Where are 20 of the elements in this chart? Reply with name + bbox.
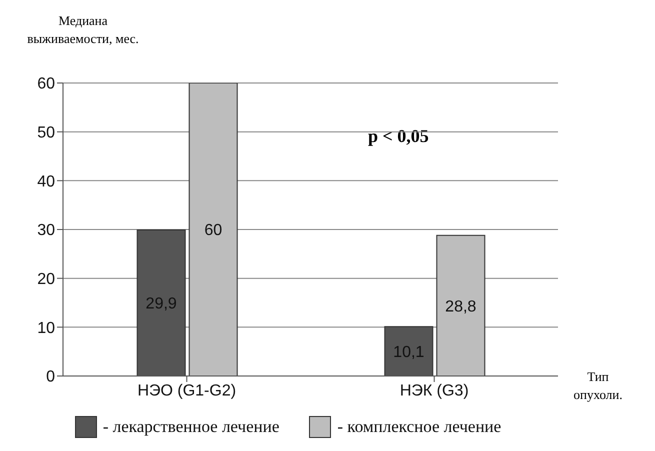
bar bbox=[188, 83, 238, 376]
legend-label: - лекарственное лечение bbox=[102, 417, 280, 437]
legend-label: - комплексное лечение bbox=[337, 417, 502, 437]
data-label: 60 bbox=[204, 222, 222, 240]
annotation: p < 0,05 bbox=[368, 126, 429, 147]
x-tick-label: НЭК (G3) bbox=[400, 382, 469, 400]
y-tick-label: 10 bbox=[37, 320, 56, 337]
y-tick-label: 40 bbox=[37, 173, 56, 190]
y-tick-label: 60 bbox=[37, 76, 56, 93]
y-tick-label: 50 bbox=[37, 124, 56, 142]
x-tick-label: НЭО (G1-G2) bbox=[137, 382, 236, 400]
data-label: 10,1 bbox=[393, 344, 424, 362]
y-tick-label: 0 bbox=[46, 368, 56, 386]
bar bbox=[436, 234, 486, 376]
y-axis-title: Медиана выживаемости, мес. bbox=[26, 12, 140, 48]
data-label: 29,9 bbox=[146, 296, 177, 313]
y-tick-label: 30 bbox=[37, 222, 56, 240]
data-label: 28,8 bbox=[445, 298, 476, 316]
y-tick-label: 20 bbox=[37, 271, 56, 288]
x-axis-title: Тип опухоли. bbox=[572, 368, 624, 404]
